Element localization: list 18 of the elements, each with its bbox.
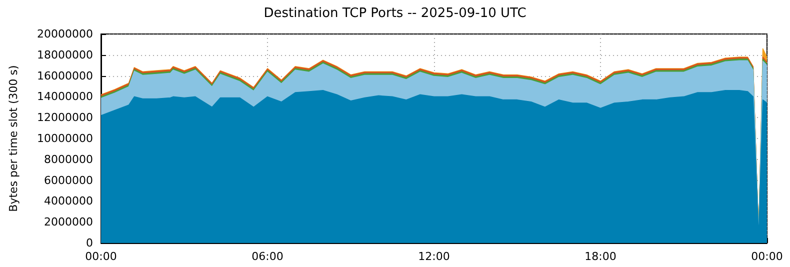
y-tick-label: 18000000 [37, 48, 93, 62]
y-tick-label: 2000000 [44, 216, 93, 229]
y-tick-label: 8000000 [44, 152, 93, 166]
y-tick-label: 4000000 [44, 194, 93, 208]
x-tick-label: 06:00 [252, 250, 284, 263]
y-tick-label: 20000000 [37, 28, 93, 40]
y-tick-label: 10000000 [37, 132, 93, 145]
chart-title: Destination TCP Ports -- 2025-09-10 UTC [264, 6, 526, 21]
y-tick-label: 14000000 [37, 90, 93, 104]
x-tick-label: 00:00 [751, 250, 783, 263]
y-tick-label: 6000000 [44, 174, 93, 187]
x-tick-label: 18:00 [584, 250, 616, 263]
y-tick-label: 12000000 [37, 111, 93, 124]
y-tick-label: 16000000 [37, 69, 93, 82]
y-tick-label: 0 [86, 236, 93, 250]
y-axis-title: Bytes per time slot (300 s) [7, 65, 20, 212]
x-tick-label: 00:00 [85, 250, 117, 263]
x-tick-label: 12:00 [418, 250, 450, 263]
